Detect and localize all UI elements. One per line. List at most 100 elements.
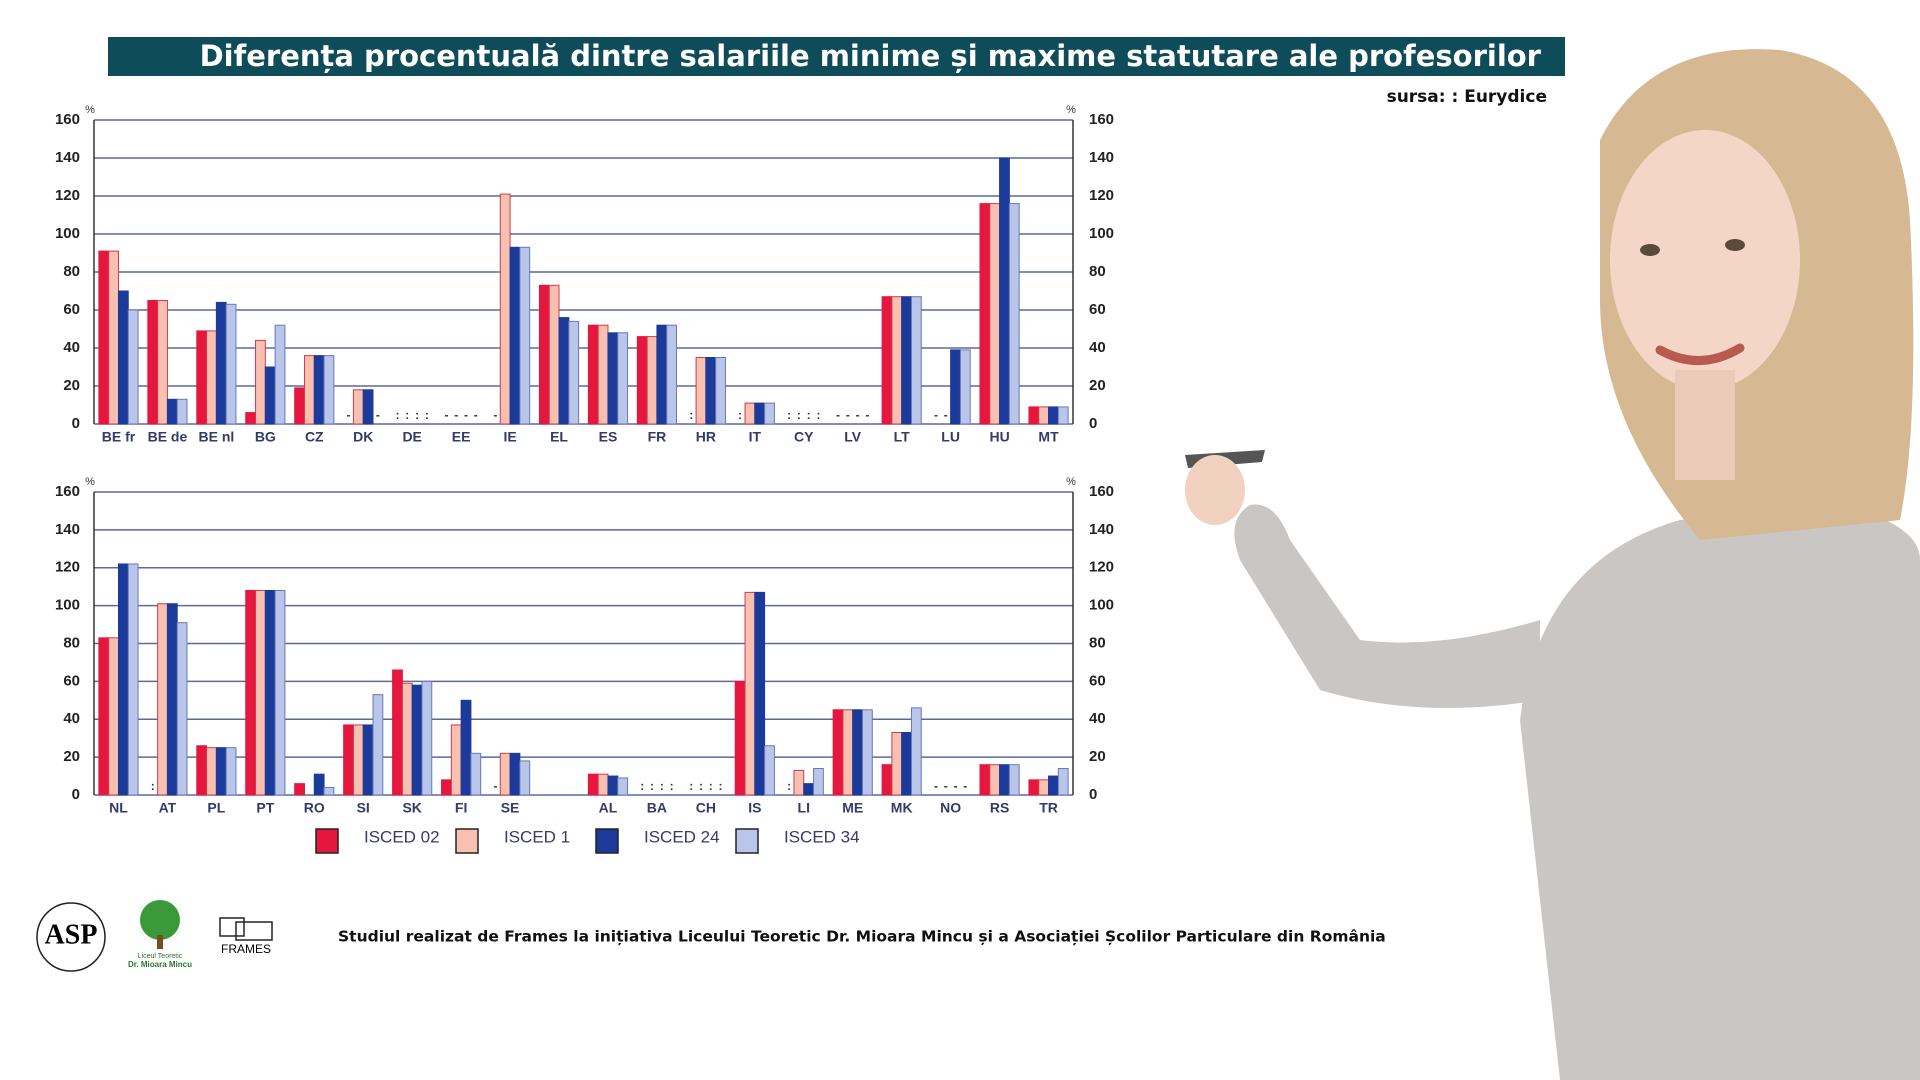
- missing-marker: -: [865, 408, 869, 422]
- missing-marker: -: [493, 408, 497, 422]
- bar: [910, 707, 922, 796]
- asp-logo-ring: [36, 902, 106, 972]
- missing-marker: :: [816, 408, 820, 422]
- x-tick-label: MK: [891, 800, 913, 816]
- bar: [1038, 779, 1050, 796]
- bar: [196, 745, 208, 796]
- missing-marker: :: [689, 408, 693, 422]
- bar: [764, 402, 775, 425]
- x-tick-label: EL: [550, 429, 568, 445]
- bar: [646, 336, 658, 425]
- x-tick-label: LI: [798, 800, 810, 816]
- bar: [862, 709, 873, 796]
- bar: [206, 330, 217, 425]
- y-tick-label: 100: [55, 225, 80, 242]
- bar: [636, 336, 648, 425]
- presenter-illustration: [1185, 49, 1920, 1080]
- x-tick-label: RS: [990, 800, 1009, 816]
- bar: [196, 330, 208, 425]
- bar: [901, 732, 912, 796]
- y-tick-label: 80: [63, 263, 80, 280]
- missing-marker: -: [474, 408, 478, 422]
- missing-marker: -: [444, 408, 448, 422]
- bar: [157, 300, 168, 425]
- x-tick-label: PT: [256, 800, 274, 816]
- bar: [1038, 406, 1050, 425]
- y-tick-label: 140: [55, 149, 80, 166]
- x-tick-label: BA: [647, 800, 667, 816]
- bar: [538, 284, 550, 425]
- bar: [852, 709, 864, 796]
- bar: [617, 332, 629, 425]
- legend-label: ISCED 34: [784, 827, 860, 846]
- frames-icon: [219, 917, 245, 937]
- bar: [166, 398, 178, 425]
- bar: [568, 320, 580, 425]
- bar: [421, 680, 433, 796]
- bar: [411, 684, 423, 796]
- missing-marker: -: [944, 408, 948, 422]
- y2-tick-label: 0: [1089, 415, 1097, 432]
- bar: [617, 777, 629, 796]
- x-tick-label: FI: [455, 800, 467, 816]
- x-tick-label: BE de: [148, 429, 188, 445]
- y-tick-label: 40: [63, 710, 80, 727]
- x-tick-label: SE: [501, 800, 520, 816]
- x-tick-label: LV: [844, 429, 862, 445]
- x-tick-label: CH: [696, 800, 716, 816]
- y-tick-label: 60: [63, 301, 80, 318]
- y2-tick-label: 40: [1089, 710, 1106, 727]
- x-tick-label: LU: [941, 429, 960, 445]
- y2-tick-label: 120: [1089, 559, 1114, 576]
- x-tick-label: AT: [159, 800, 177, 816]
- x-tick-label: ES: [599, 429, 618, 445]
- bar: [959, 349, 971, 425]
- bar: [999, 764, 1010, 796]
- missing-marker: -: [836, 408, 840, 422]
- y-unit: %: [85, 476, 95, 488]
- missing-marker: :: [738, 408, 742, 422]
- x-tick-label: BE fr: [102, 429, 136, 445]
- missing-marker: -: [934, 779, 938, 793]
- bar: [401, 682, 413, 796]
- missing-marker: :: [807, 408, 811, 422]
- bar: [460, 699, 472, 796]
- bar: [225, 747, 237, 796]
- bar: [245, 412, 257, 425]
- y-tick-label: 80: [63, 634, 80, 651]
- bar: [705, 357, 717, 425]
- bar: [607, 775, 619, 796]
- x-tick-label: TR: [1039, 800, 1058, 816]
- x-tick-label: NO: [940, 800, 961, 816]
- x-tick-label: DK: [353, 429, 373, 445]
- bar: [450, 724, 462, 796]
- x-tick-label: BG: [255, 429, 276, 445]
- y2-unit: %: [1066, 476, 1076, 488]
- x-tick-label: CZ: [305, 429, 324, 445]
- y2-tick-label: 140: [1089, 521, 1114, 538]
- y-tick-label: 160: [55, 111, 80, 128]
- source: sursa: : Eurydice: [1387, 87, 1547, 107]
- bar: [754, 402, 766, 425]
- legend-swatch: [315, 828, 339, 854]
- bar: [264, 589, 276, 796]
- bar: [979, 203, 991, 425]
- bar: [910, 296, 922, 425]
- missing-marker: -: [464, 408, 468, 422]
- charts: 0 0 20 20 40 40 60 60 80 80 100 100 120 120 140 140 160 1…: [55, 104, 1114, 816]
- x-tick-label: SI: [357, 800, 370, 816]
- y2-tick-label: 100: [1089, 597, 1114, 614]
- frames-icon: [235, 921, 273, 941]
- missing-marker: -: [944, 779, 948, 793]
- bar: [225, 303, 237, 425]
- bar: [264, 366, 276, 425]
- bar: [392, 669, 403, 796]
- bar: [323, 786, 335, 796]
- bar: [313, 355, 325, 425]
- legend-label: ISCED 1: [504, 827, 570, 846]
- frames-logo: FRAMES: [221, 942, 271, 956]
- y-tick-label: 60: [63, 672, 80, 689]
- bar: [519, 760, 531, 796]
- bar: [294, 387, 305, 425]
